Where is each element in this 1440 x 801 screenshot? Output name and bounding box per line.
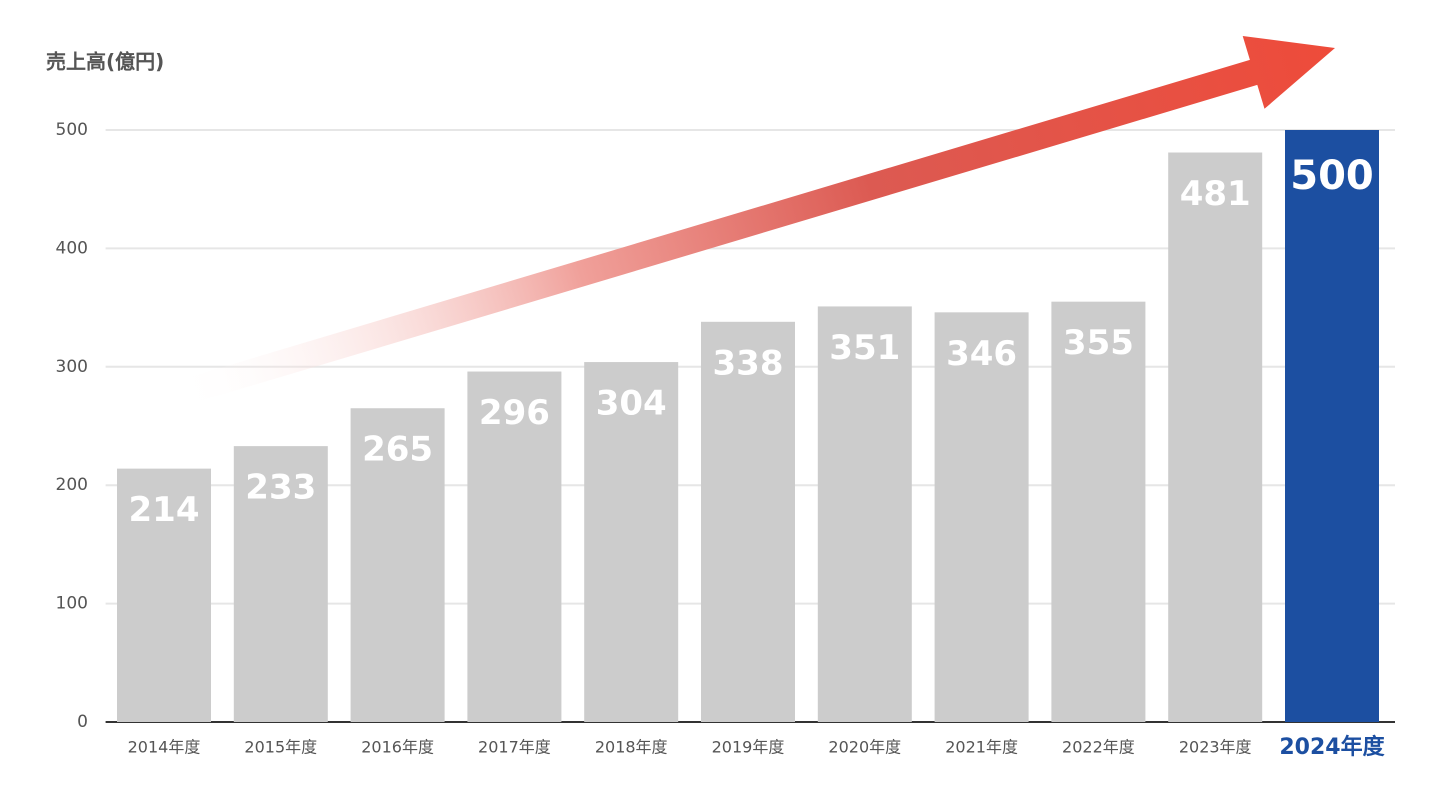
- y-tick-label: 400: [56, 238, 88, 258]
- data-label: 233: [245, 468, 316, 508]
- data-label: 304: [596, 384, 667, 424]
- x-tick-label: 2020年度: [828, 738, 901, 757]
- data-label: 351: [829, 328, 900, 368]
- y-tick-label: 100: [56, 594, 88, 614]
- x-tick-label: 2022年度: [1062, 738, 1135, 757]
- bar: [817, 306, 912, 722]
- x-tick-label: 2024年度: [1279, 734, 1385, 760]
- bar: [117, 468, 211, 722]
- x-tick-label: 2018年度: [595, 738, 668, 757]
- data-label: 338: [713, 343, 784, 383]
- data-label: 481: [1180, 174, 1251, 214]
- x-tick-label: 2015年度: [244, 738, 317, 757]
- data-label: 500: [1290, 153, 1374, 199]
- growth-arrow: [171, 36, 1335, 408]
- y-tick-label: 200: [56, 475, 88, 495]
- x-tick-label: 2016年度: [361, 738, 434, 757]
- labels: 214 2014年度 233 2015年度 265 2016年度 296 2017年度 304 2…: [128, 153, 1386, 760]
- data-label: 355: [1063, 323, 1134, 363]
- y-tick-label: 300: [56, 357, 88, 377]
- data-label: 296: [479, 393, 550, 433]
- bars: [117, 130, 1379, 723]
- data-label: 346: [946, 334, 1017, 374]
- bar: [1051, 301, 1146, 722]
- bar: [1168, 152, 1263, 723]
- x-tick-label: 2019年度: [712, 738, 785, 757]
- bar: [934, 312, 1029, 722]
- data-label: 265: [362, 430, 433, 470]
- data-label: 214: [129, 490, 200, 530]
- x-tick-label: 2021年度: [945, 738, 1018, 757]
- bar: [467, 371, 562, 722]
- bar: [233, 446, 328, 722]
- y-tick-label: 500: [56, 120, 88, 140]
- bar: [584, 362, 679, 722]
- x-tick-label: 2023年度: [1179, 738, 1252, 757]
- y-axis-label: 売上高(億円): [46, 50, 164, 74]
- x-tick-label: 2014年度: [128, 738, 201, 757]
- x-tick-label: 2017年度: [478, 738, 551, 757]
- bar: [350, 408, 445, 722]
- y-tick-label: 0: [77, 712, 88, 732]
- bar: [701, 321, 795, 722]
- bar: [1285, 130, 1379, 722]
